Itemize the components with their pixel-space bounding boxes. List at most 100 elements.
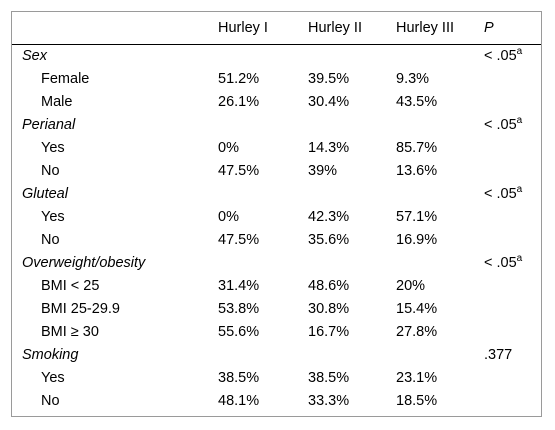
hurley-3-value: 57.1% (396, 208, 438, 225)
empty-cell (396, 44, 484, 67)
group-label: Overweight/obesity (22, 254, 146, 271)
hurley-3-value: 18.5% (396, 392, 438, 409)
hurley-2-value: 39% (308, 162, 338, 179)
p-value-cell: < .05a (484, 113, 541, 136)
empty-cell (396, 113, 484, 136)
p-value: < .05 (484, 116, 517, 133)
p-value-footnote: a (516, 45, 523, 57)
empty-cell (218, 251, 308, 274)
table-row: No 47.5% 35.6% 16.9% (12, 228, 541, 251)
row-label: Male (41, 93, 73, 110)
empty-cell (218, 182, 308, 205)
table-row: Male 26.1% 30.4% 43.5% (12, 90, 541, 113)
group-row: Overweight/obesity < .05a (12, 251, 541, 274)
p-value: .377 (484, 346, 513, 363)
hurley-1-value: 0% (218, 208, 239, 225)
header-row: Hurley I Hurley II Hurley III P (12, 12, 541, 45)
empty-cell (484, 389, 541, 412)
data-table: Hurley I Hurley II Hurley III P Sex < .05… (12, 12, 541, 412)
p-value: < .05 (484, 47, 517, 64)
hurley-2-value: 33.3% (308, 392, 350, 409)
hurley-1-value: 47.5% (218, 162, 260, 179)
row-label: BMI < 25 (41, 277, 100, 294)
hurley-2-value: 48.6% (308, 277, 350, 294)
empty-cell (484, 159, 541, 182)
hurley-3-value: 23.1% (396, 369, 438, 386)
group-row: Smoking .377 (12, 343, 541, 366)
hurley-1-value: 48.1% (218, 392, 260, 409)
row-label: BMI ≥ 30 (41, 323, 99, 340)
group-label: Smoking (22, 346, 79, 363)
empty-cell (484, 205, 541, 228)
hurley-2-value: 30.4% (308, 93, 350, 110)
hurley-3-value: 16.9% (396, 231, 438, 248)
row-label: Female (41, 70, 90, 87)
empty-cell (308, 343, 396, 366)
group-label: Perianal (22, 116, 76, 133)
empty-cell (218, 113, 308, 136)
empty-cell (484, 136, 541, 159)
empty-cell (308, 182, 396, 205)
empty-cell (484, 320, 541, 343)
empty-cell (484, 366, 541, 389)
hurley-1-value: 31.4% (218, 277, 260, 294)
hurley-2-value: 16.7% (308, 323, 350, 340)
p-value-cell: < .05a (484, 182, 541, 205)
group-label: Sex (22, 47, 47, 64)
table-row: BMI ≥ 30 55.6% 16.7% 27.8% (12, 320, 541, 343)
hurley-1-value: 53.8% (218, 300, 260, 317)
row-label: No (41, 162, 60, 179)
row-label: Yes (41, 139, 65, 156)
p-value-cell: < .05a (484, 251, 541, 274)
hurley-3-value: 27.8% (396, 323, 438, 340)
table-row: No 47.5% 39% 13.6% (12, 159, 541, 182)
empty-cell (308, 44, 396, 67)
hurley-3-value: 43.5% (396, 93, 438, 110)
row-label: No (41, 231, 60, 248)
row-label: No (41, 392, 60, 409)
empty-cell (396, 251, 484, 274)
hurley-2-value: 42.3% (308, 208, 350, 225)
p-value-cell: .377 (484, 343, 541, 366)
p-value-footnote: a (516, 114, 523, 126)
header-hurley-2: Hurley II (308, 12, 396, 45)
hurley-2-value: 38.5% (308, 369, 350, 386)
hurley-2-value: 14.3% (308, 139, 350, 156)
header-hurley-1: Hurley I (218, 12, 308, 45)
table-row: No 48.1% 33.3% 18.5% (12, 389, 541, 412)
empty-cell (218, 44, 308, 67)
empty-cell (218, 343, 308, 366)
header-empty-cell (12, 12, 218, 45)
hurley-3-value: 13.6% (396, 162, 438, 179)
group-row: Sex < .05a (12, 44, 541, 67)
empty-cell (484, 90, 541, 113)
table-frame: Hurley I Hurley II Hurley III P Sex < .05… (11, 11, 542, 417)
hurley-1-value: 38.5% (218, 369, 260, 386)
hurley-3-value: 85.7% (396, 139, 438, 156)
hurley-1-value: 47.5% (218, 231, 260, 248)
hurley-2-value: 30.8% (308, 300, 350, 317)
table-row: BMI < 25 31.4% 48.6% 20% (12, 274, 541, 297)
hurley-2-value: 35.6% (308, 231, 350, 248)
table-body: Sex < .05a Female 51.2% 39.5% 9.3% Male 26.1% 30… (12, 44, 541, 412)
hurley-3-value: 15.4% (396, 300, 438, 317)
empty-cell (308, 113, 396, 136)
table-row: Yes 38.5% 38.5% 23.1% (12, 366, 541, 389)
p-value-footnote: a (516, 183, 523, 195)
table-row: Yes 0% 42.3% 57.1% (12, 205, 541, 228)
hurley-1-value: 0% (218, 139, 239, 156)
hurley-1-value: 55.6% (218, 323, 260, 340)
hurley-3-value: 9.3% (396, 70, 430, 87)
header-hurley-3: Hurley III (396, 12, 484, 45)
table-row: BMI 25-29.9 53.8% 30.8% 15.4% (12, 297, 541, 320)
group-row: Perianal < .05a (12, 113, 541, 136)
row-label: Yes (41, 369, 65, 386)
p-value: < .05 (484, 254, 517, 271)
p-value-footnote: a (516, 252, 523, 264)
group-label: Gluteal (22, 185, 68, 202)
row-label: BMI 25-29.9 (41, 300, 120, 317)
table-row: Female 51.2% 39.5% 9.3% (12, 67, 541, 90)
empty-cell (484, 228, 541, 251)
group-row: Gluteal < .05a (12, 182, 541, 205)
empty-cell (484, 67, 541, 90)
